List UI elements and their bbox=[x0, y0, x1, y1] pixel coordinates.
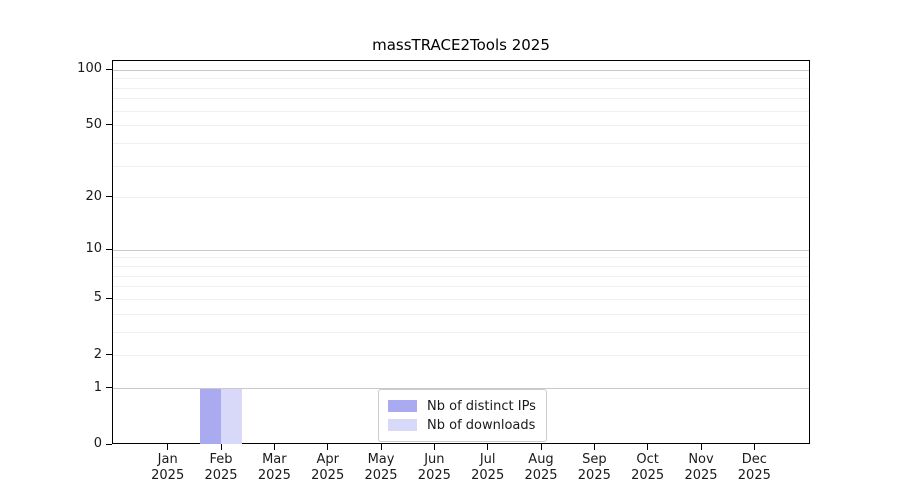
x-tick bbox=[167, 444, 168, 450]
y-tick-label: 5 bbox=[50, 290, 102, 306]
y-tick bbox=[106, 196, 112, 197]
y-tick bbox=[106, 249, 112, 250]
x-tick-label-year: 2025 bbox=[722, 468, 786, 484]
legend-item-label: Nb of distinct IPs bbox=[427, 399, 536, 414]
x-tick bbox=[487, 444, 488, 450]
x-tick-label: Dec2025 bbox=[722, 452, 786, 484]
y-tick-label: 20 bbox=[50, 189, 102, 205]
chart-title: massTRACE2Tools 2025 bbox=[112, 36, 810, 54]
x-tick bbox=[221, 444, 222, 450]
x-tick bbox=[327, 444, 328, 450]
y-tick bbox=[106, 354, 112, 355]
legend-item-label: Nb of downloads bbox=[427, 418, 535, 433]
x-tick bbox=[701, 444, 702, 450]
legend-item: Nb of downloads bbox=[388, 416, 536, 434]
legend-item: Nb of distinct IPs bbox=[388, 397, 536, 415]
y-tick bbox=[106, 69, 112, 70]
x-tick-label-month: Dec bbox=[722, 452, 786, 468]
x-tick bbox=[434, 444, 435, 450]
y-tick-label: 1 bbox=[50, 380, 102, 396]
plot-area bbox=[112, 60, 810, 444]
x-tick bbox=[647, 444, 648, 450]
x-tick bbox=[594, 444, 595, 450]
bar bbox=[221, 389, 242, 444]
x-tick bbox=[274, 444, 275, 450]
x-tick bbox=[754, 444, 755, 450]
y-tick bbox=[106, 298, 112, 299]
legend-swatch bbox=[388, 419, 417, 431]
y-tick-label: 100 bbox=[50, 61, 102, 77]
y-tick bbox=[106, 444, 112, 445]
y-tick bbox=[106, 124, 112, 125]
chart-figure: massTRACE2Tools 2025 0125102050100Jan202… bbox=[0, 0, 900, 500]
legend-swatch bbox=[388, 400, 417, 412]
y-tick-label: 10 bbox=[50, 241, 102, 257]
y-tick-label: 2 bbox=[50, 347, 102, 363]
x-tick bbox=[541, 444, 542, 450]
bars-layer bbox=[113, 61, 809, 443]
bar bbox=[200, 389, 221, 444]
y-tick-label: 0 bbox=[50, 436, 102, 452]
y-tick-label: 50 bbox=[50, 117, 102, 133]
y-tick bbox=[106, 387, 112, 388]
legend: Nb of distinct IPs Nb of downloads bbox=[378, 389, 547, 442]
x-tick bbox=[381, 444, 382, 450]
